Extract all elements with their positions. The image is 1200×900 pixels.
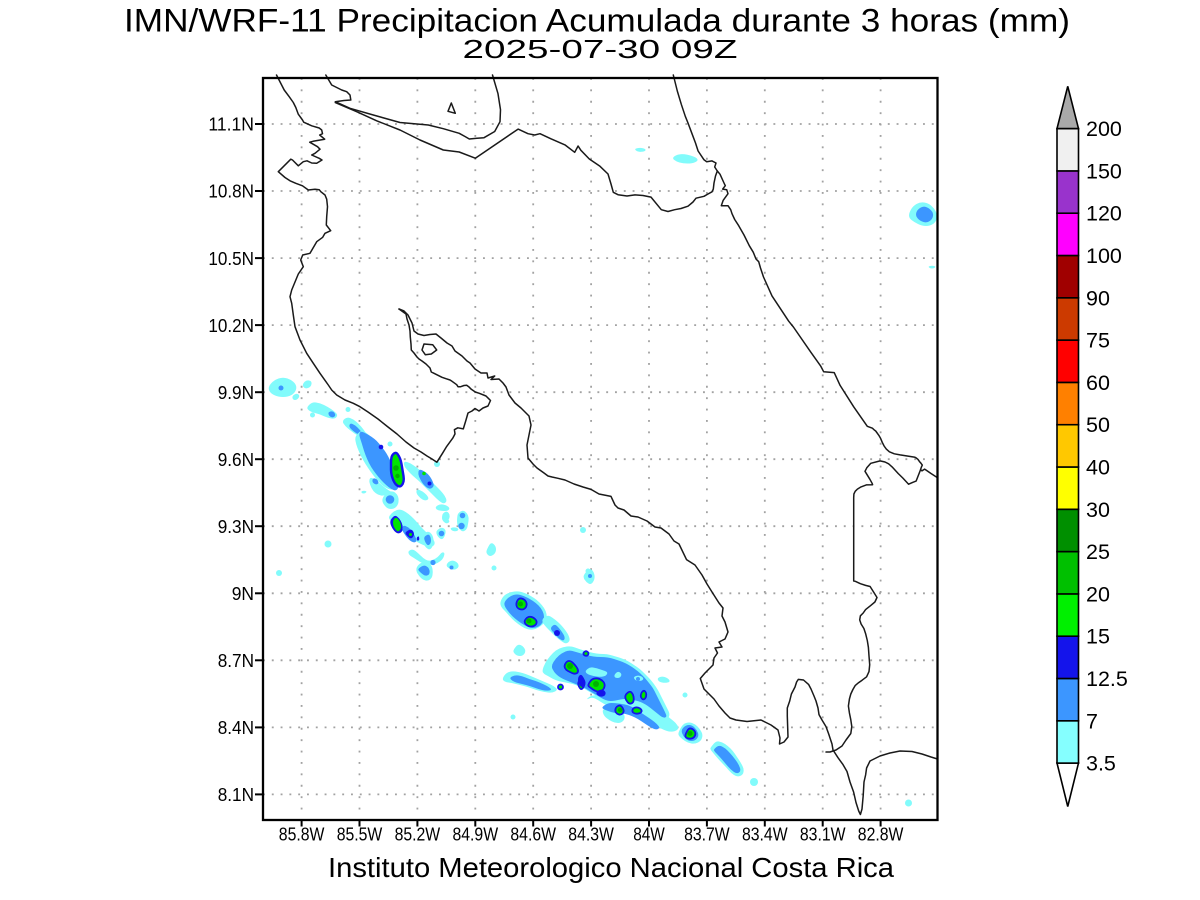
svg-text:85.8W: 85.8W (279, 824, 325, 845)
svg-text:8.1N: 8.1N (218, 784, 254, 805)
svg-text:2025-07-30 09Z: 2025-07-30 09Z (463, 36, 738, 64)
svg-text:Instituto Meteorologico Nacion: Instituto Meteorologico Nacional Costa R… (328, 852, 894, 883)
svg-text:15: 15 (1086, 625, 1110, 649)
svg-text:83.1W: 83.1W (800, 824, 846, 845)
svg-text:9.9N: 9.9N (218, 382, 254, 403)
svg-text:12.5: 12.5 (1086, 667, 1128, 691)
svg-text:150: 150 (1086, 159, 1122, 183)
svg-text:120: 120 (1086, 202, 1122, 226)
svg-text:8.4N: 8.4N (218, 717, 254, 738)
svg-text:7: 7 (1086, 709, 1098, 733)
svg-text:9.3N: 9.3N (218, 516, 254, 537)
svg-text:8.7N: 8.7N (218, 650, 254, 671)
svg-text:82.8W: 82.8W (858, 824, 904, 845)
svg-text:85.2W: 85.2W (395, 824, 441, 845)
svg-text:84W: 84W (633, 824, 665, 845)
svg-text:100: 100 (1086, 244, 1122, 268)
svg-text:90: 90 (1086, 286, 1110, 310)
svg-text:60: 60 (1086, 371, 1110, 395)
svg-text:84.6W: 84.6W (510, 824, 556, 845)
svg-text:200: 200 (1086, 117, 1122, 141)
svg-text:10.5N: 10.5N (208, 248, 254, 269)
svg-text:3.5: 3.5 (1086, 752, 1116, 776)
svg-text:10.2N: 10.2N (208, 315, 254, 336)
svg-text:84.9W: 84.9W (453, 824, 499, 845)
svg-text:84.3W: 84.3W (568, 824, 614, 845)
svg-text:9.6N: 9.6N (218, 449, 254, 470)
svg-text:11.1N: 11.1N (208, 114, 254, 135)
svg-text:75: 75 (1086, 329, 1110, 353)
svg-text:10.8N: 10.8N (208, 181, 254, 202)
svg-text:83.4W: 83.4W (742, 824, 788, 845)
svg-text:30: 30 (1086, 498, 1110, 522)
svg-text:83.7W: 83.7W (684, 824, 730, 845)
svg-text:85.5W: 85.5W (337, 824, 383, 845)
svg-text:9N: 9N (232, 583, 254, 604)
svg-text:50: 50 (1086, 413, 1110, 437)
svg-text:25: 25 (1086, 540, 1110, 564)
svg-text:IMN/WRF-11 Precipitacion Acumu: IMN/WRF-11 Precipitacion Acumulada duran… (124, 3, 1070, 39)
svg-text:40: 40 (1086, 456, 1110, 480)
svg-text:20: 20 (1086, 582, 1110, 606)
